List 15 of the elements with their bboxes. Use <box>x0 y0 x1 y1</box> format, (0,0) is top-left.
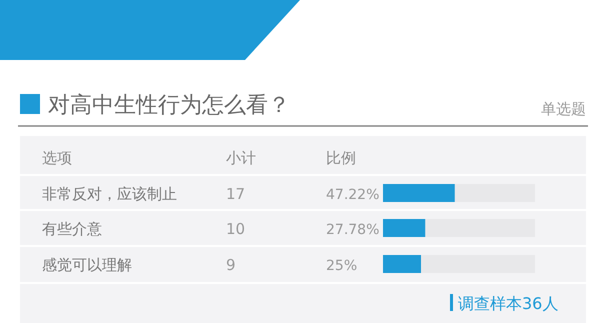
text: 对高中生性行为怎么看？ <box>48 93 290 118</box>
text: 单选题 <box>541 100 586 118</box>
text: 比例 <box>326 149 356 167</box>
text: 10 <box>226 220 246 238</box>
text: 17 <box>226 185 246 203</box>
data-label: 47.22% <box>326 187 380 203</box>
data-label: 27.78% <box>326 222 380 238</box>
text: 9 <box>226 256 236 274</box>
y-tick-label: 感觉可以理解 <box>42 256 132 274</box>
data-label: 25% <box>326 258 358 274</box>
text: 小计 <box>226 149 256 167</box>
text: 选项 <box>42 149 72 167</box>
y-tick-label: 非常反对，应该制止 <box>42 185 177 203</box>
annotation: 调查样本36人 <box>458 294 558 313</box>
y-tick-label: 有些介意 <box>42 220 102 238</box>
